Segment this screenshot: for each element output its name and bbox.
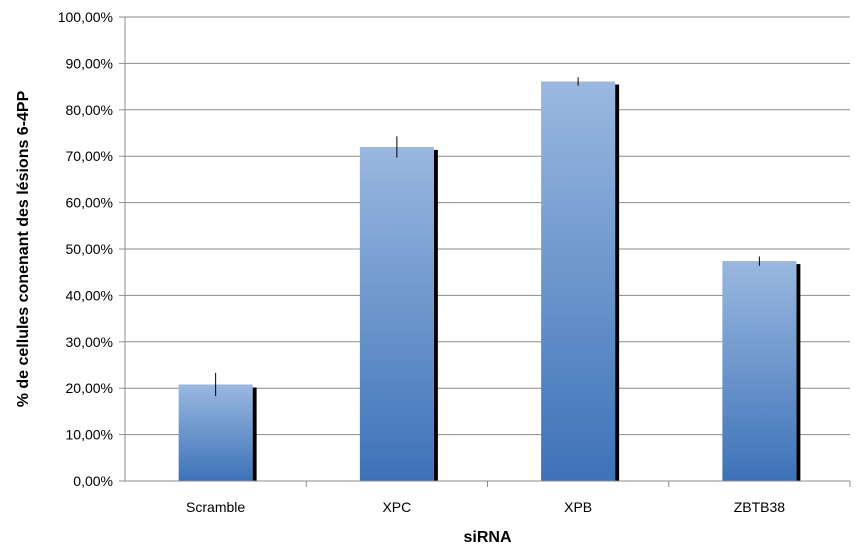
y-axis-title: % de cellules conenant des lésions 6-4PP: [15, 90, 32, 407]
bar-shadow: [433, 149, 438, 482]
bar-shadow: [796, 264, 801, 481]
bar-xpb: [541, 81, 616, 481]
x-tick-label: Scramble: [186, 499, 245, 515]
bar-shadow: [252, 387, 257, 481]
y-tick-label: 0,00%: [73, 473, 113, 489]
y-tick-label: 50,00%: [66, 241, 113, 257]
x-axis-title: siRNA: [463, 529, 511, 546]
y-tick-label: 30,00%: [66, 334, 113, 350]
bar-zbtb38: [722, 261, 797, 481]
y-axis-ticks: 0,00% 10,00% 20,00% 30,00% 40,00% 50,00% 60,00…: [58, 9, 125, 489]
bar-shadow: [615, 84, 620, 481]
x-axis-ticks: Scramble XPC XPB ZBTB38: [186, 481, 851, 515]
y-tick-label: 90,00%: [66, 55, 113, 71]
y-tick-label: 70,00%: [66, 148, 113, 164]
y-tick-label: 80,00%: [66, 102, 113, 118]
bar-scramble: [178, 384, 253, 481]
x-tick-label: XPC: [382, 499, 411, 515]
bar-xpc: [359, 146, 434, 482]
bars: [178, 77, 801, 482]
y-tick-label: 60,00%: [66, 195, 113, 211]
x-tick-label: XPB: [564, 499, 592, 515]
x-tick-label: ZBTB38: [734, 499, 786, 515]
y-tick-label: 10,00%: [66, 427, 113, 443]
y-tick-label: 100,00%: [58, 9, 113, 25]
y-tick-label: 20,00%: [66, 380, 113, 396]
y-tick-label: 40,00%: [66, 287, 113, 303]
